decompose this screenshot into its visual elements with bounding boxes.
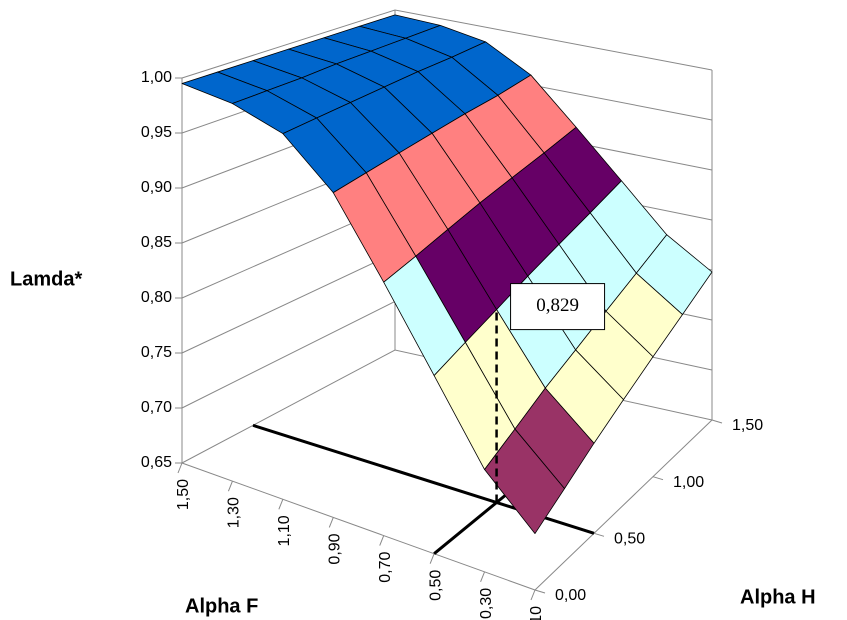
alpha-f-tick-label: 0,90 bbox=[327, 533, 344, 564]
y-tick-label: 1,00 bbox=[141, 69, 172, 86]
alpha-f-tick bbox=[379, 535, 385, 546]
y-tick-label: 0,95 bbox=[141, 124, 172, 141]
surface-cell bbox=[484, 428, 565, 534]
alpha-f-tick bbox=[177, 462, 183, 474]
alpha-f-tick-label: 1,50 bbox=[175, 479, 192, 510]
alpha-h-tick-label: 0,50 bbox=[614, 531, 645, 548]
alpha-h-tick bbox=[534, 589, 546, 594]
y-tick-label: 0,85 bbox=[141, 234, 172, 251]
alpha-f-tick-label: 1,30 bbox=[226, 497, 243, 528]
alpha-f-tick bbox=[429, 553, 435, 564]
alpha-h-tick bbox=[652, 476, 664, 481]
annotation-box bbox=[510, 283, 606, 331]
y-tick-label: 0,80 bbox=[141, 289, 172, 306]
alpha-h-tick-label: 1,50 bbox=[732, 417, 763, 434]
alpha-h-title: Alpha H bbox=[740, 586, 816, 608]
annotation-label: 0,829 bbox=[536, 295, 579, 316]
alpha-f-tick bbox=[278, 499, 284, 510]
y-tick-label: 0,70 bbox=[141, 399, 172, 416]
alpha-f-axis bbox=[181, 462, 536, 591]
alpha-h-axis bbox=[534, 419, 713, 591]
alpha-h-tick-label: 0,00 bbox=[555, 587, 586, 604]
alpha-f-tick-label: 0,70 bbox=[377, 551, 394, 582]
alpha-f-tick-label: 0,30 bbox=[478, 588, 495, 619]
alpha-h-tick bbox=[711, 419, 723, 424]
alpha-f-tick bbox=[530, 589, 536, 601]
alpha-f-tick bbox=[227, 480, 233, 492]
y-axis-title: Lamda* bbox=[10, 268, 82, 290]
alpha-f-tick bbox=[328, 517, 334, 528]
alpha-h-tick-label: 1,00 bbox=[673, 474, 704, 491]
alpha-f-tick bbox=[480, 571, 486, 583]
alpha-f-tick-label: 0,10 bbox=[528, 606, 545, 620]
y-tick-label: 0,90 bbox=[141, 179, 172, 196]
y-tick-label: 0,75 bbox=[141, 344, 172, 361]
alpha-h-tick bbox=[593, 532, 605, 537]
alpha-f-title: Alpha F bbox=[185, 595, 258, 617]
alpha-f-tick-label: 1,10 bbox=[276, 515, 293, 546]
grid-line bbox=[181, 9, 713, 79]
alpha-f-tick-label: 0,50 bbox=[427, 570, 444, 601]
y-tick-label: 0,65 bbox=[141, 454, 172, 471]
